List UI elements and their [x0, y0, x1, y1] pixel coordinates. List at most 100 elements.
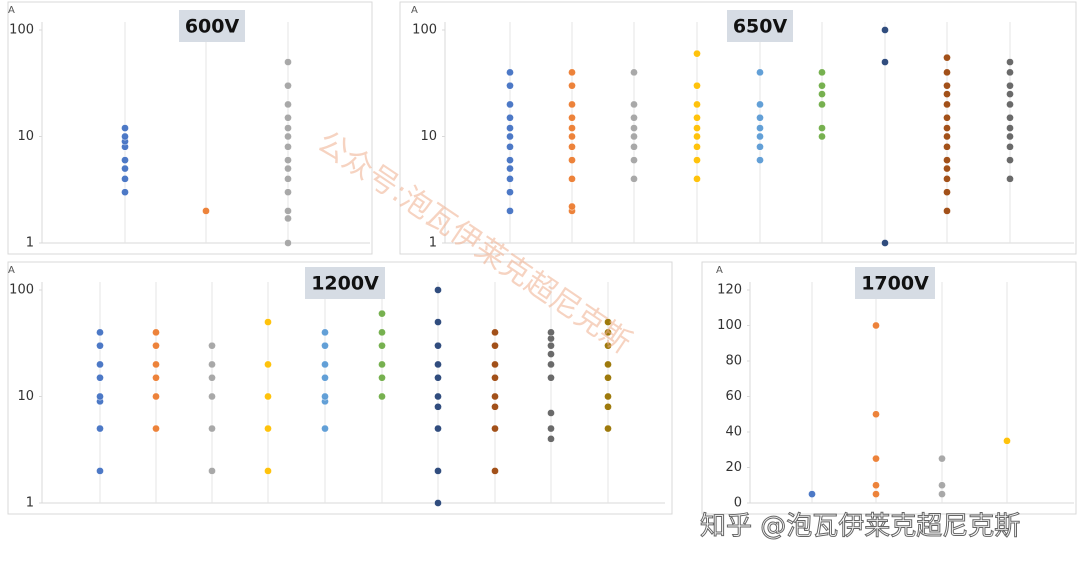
chart-title: 1700V: [861, 273, 929, 295]
dot: [1006, 81, 1014, 90]
dot: [208, 341, 216, 350]
dot: [208, 424, 216, 433]
dot: [491, 360, 499, 369]
dot: [1006, 124, 1014, 132]
dot: [491, 392, 499, 401]
dot: [818, 68, 826, 77]
chart-title: 1200V: [311, 273, 379, 295]
dot: [321, 373, 329, 382]
dot: [284, 124, 292, 132]
dot: [693, 100, 701, 109]
y-tick-label: 1: [26, 236, 34, 251]
dot: [152, 328, 160, 337]
dot: [1006, 58, 1014, 66]
chart-title: 600V: [185, 16, 240, 38]
dot: [818, 132, 826, 141]
watermark: 知乎 @泡瓦伊莱克超尼克斯: [700, 512, 1020, 542]
dot: [1006, 100, 1014, 109]
dot: [434, 360, 442, 369]
dot: [506, 124, 514, 132]
dot: [630, 175, 638, 183]
dot: [938, 481, 946, 490]
dot: [284, 156, 292, 164]
dot: [491, 424, 499, 433]
dot: [604, 392, 612, 401]
dot: [506, 188, 514, 197]
dot: [881, 26, 889, 34]
dot: [943, 188, 951, 197]
dot: [547, 328, 555, 337]
dot: [547, 350, 555, 358]
dot: [943, 124, 951, 132]
dot: [881, 58, 889, 66]
dot: [506, 156, 514, 164]
dot: [693, 113, 701, 122]
dot: [568, 113, 576, 122]
y-axis-label: A: [716, 265, 723, 276]
dot: [121, 175, 129, 183]
dot: [943, 113, 951, 122]
dot: [818, 100, 826, 109]
dot: [881, 239, 889, 247]
y-tick-label: 10: [17, 389, 34, 404]
dot: [568, 124, 576, 132]
dot: [284, 100, 292, 109]
dot: [943, 100, 951, 109]
dot: [284, 113, 292, 122]
dot: [604, 373, 612, 382]
dot: [872, 410, 880, 419]
dot: [434, 318, 442, 326]
title-box: [179, 10, 245, 42]
dot: [630, 156, 638, 164]
dot: [756, 100, 764, 109]
dot: [284, 132, 292, 141]
dot: [630, 100, 638, 109]
dot: [943, 164, 951, 173]
y-tick-label: 10: [17, 129, 34, 144]
dot: [943, 81, 951, 90]
dot: [284, 81, 292, 90]
charts: A 1 10 100 600V A 1 10 100 650V A 1 10 100 1200V A 0 20 40…: [7, 1, 1077, 515]
dot: [96, 373, 104, 382]
dot: [264, 424, 272, 433]
dot: [693, 156, 701, 164]
dot: [434, 499, 442, 507]
dot: [434, 424, 442, 433]
dot: [630, 68, 638, 77]
dot: [1006, 90, 1014, 98]
dot: [872, 454, 880, 463]
dot: [818, 81, 826, 90]
dot: [96, 360, 104, 369]
dot: [1006, 142, 1014, 151]
dot: [96, 341, 104, 350]
dot: [491, 402, 499, 411]
dot: [693, 49, 701, 58]
dot: [378, 341, 386, 350]
dot: [756, 113, 764, 122]
dot: [152, 341, 160, 350]
dot: [121, 164, 129, 173]
dot: [943, 68, 951, 77]
dot: [506, 68, 514, 77]
dot: [943, 175, 951, 183]
dot: [818, 90, 826, 98]
dot: [693, 132, 701, 141]
y-tick-label: 60: [725, 389, 742, 404]
y-tick-label: 1: [26, 496, 34, 511]
dot: [321, 392, 329, 401]
dot: [434, 373, 442, 382]
dot: [434, 402, 442, 411]
dot: [1006, 175, 1014, 183]
dot: [208, 467, 216, 475]
dot: [568, 132, 576, 141]
dot: [568, 156, 576, 164]
dot: [568, 175, 576, 183]
dot: [604, 424, 612, 433]
y-tick-label: 120: [717, 283, 742, 298]
y-tick-label: 1: [429, 236, 437, 251]
dot: [1003, 437, 1011, 445]
dot: [938, 490, 946, 498]
dot: [321, 424, 329, 433]
dot: [491, 467, 499, 475]
dot: [264, 467, 272, 475]
